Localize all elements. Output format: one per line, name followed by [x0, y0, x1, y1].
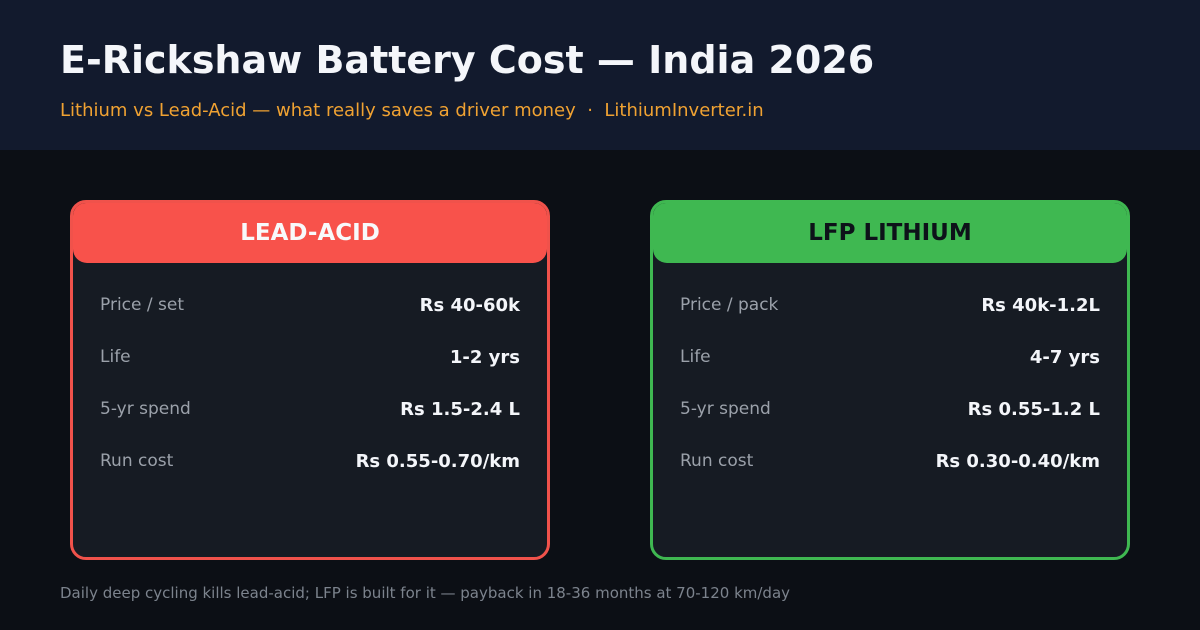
row-value: Rs 0.55-1.2 L — [967, 398, 1100, 420]
row-label: Price / pack — [680, 295, 779, 315]
row: Life 1-2 yrs — [100, 342, 520, 372]
card: LEAD-ACID Price / set Rs 40-60k Life 1-2 yrs… — [70, 200, 550, 560]
row-label: Price / set — [100, 295, 184, 315]
footer: Daily deep cycling kills lead-acid; LFP … — [60, 584, 791, 602]
header: E-Rickshaw Battery Cost — India 2026 Lit… — [0, 0, 1200, 150]
row-value: 4-7 yrs — [1029, 346, 1100, 368]
row-value: Rs 1.5-2.4 L — [400, 398, 520, 420]
row-label: Life — [680, 347, 711, 367]
title: E-Rickshaw Battery Cost — India 2026 — [60, 38, 875, 82]
row: Life 4-7 yrs — [680, 342, 1100, 372]
row-label: Run cost — [680, 451, 754, 471]
row: 5-yr spend Rs 1.5-2.4 L — [100, 394, 520, 424]
row: Run cost Rs 0.30-0.40/km — [680, 446, 1100, 476]
row-value: 1-2 yrs — [449, 346, 520, 368]
row-value: Rs 0.30-0.40/km — [935, 450, 1100, 472]
card-title: LEAD-ACID — [73, 203, 547, 263]
subtitle: Lithium vs Lead-Acid — what really saves… — [60, 100, 764, 121]
row: Run cost Rs 0.55-0.70/km — [100, 446, 520, 476]
row-label: 5-yr spend — [100, 399, 191, 419]
row-value: Rs 0.55-0.70/km — [355, 450, 520, 472]
card-title: LFP LITHIUM — [653, 203, 1127, 263]
row-label: 5-yr spend — [680, 399, 771, 419]
row-label: Run cost — [100, 451, 174, 471]
row: Price / pack Rs 40k-1.2L — [680, 290, 1100, 320]
row-value: Rs 40-60k — [419, 294, 520, 316]
row: Price / set Rs 40-60k — [100, 290, 520, 320]
row-label: Life — [100, 347, 131, 367]
row-value: Rs 40k-1.2L — [981, 294, 1100, 316]
card: LFP LITHIUM Price / pack Rs 40k-1.2L Life 4-… — [650, 200, 1130, 560]
row: 5-yr spend Rs 0.55-1.2 L — [680, 394, 1100, 424]
